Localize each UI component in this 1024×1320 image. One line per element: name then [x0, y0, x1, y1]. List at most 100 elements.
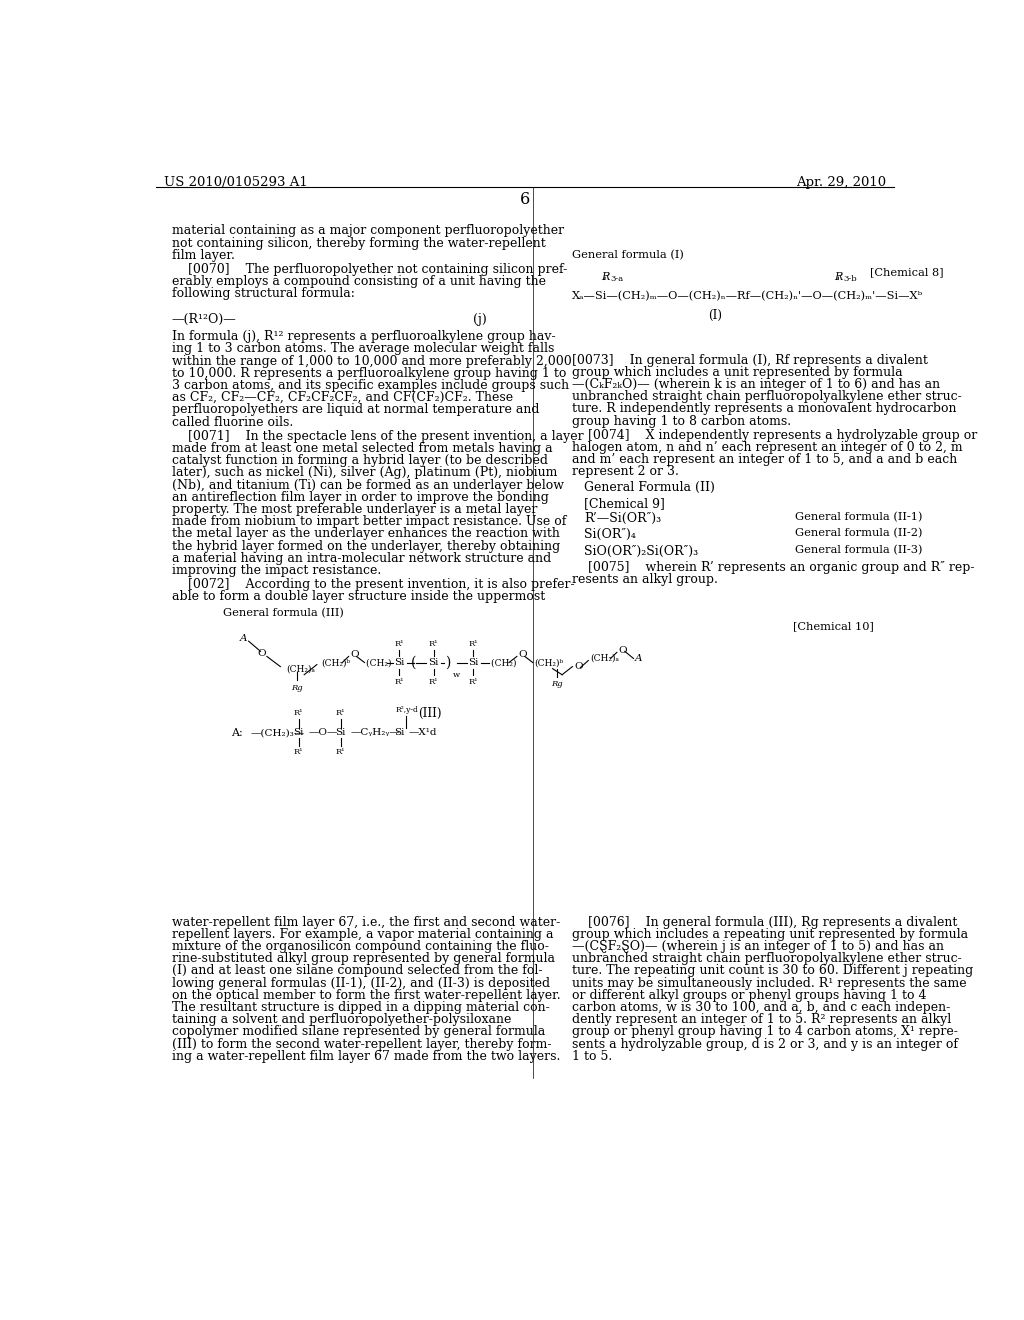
- Text: ): ): [445, 656, 451, 669]
- Text: O: O: [618, 645, 627, 655]
- Text: Si: Si: [294, 729, 304, 737]
- Text: General formula (II-1): General formula (II-1): [795, 512, 923, 523]
- Text: 3-a: 3-a: [610, 276, 624, 284]
- Text: R: R: [835, 272, 843, 282]
- Text: (I) and at least one silane compound selected from the fol-: (I) and at least one silane compound sel…: [172, 965, 542, 977]
- Text: 1 to 5.: 1 to 5.: [572, 1049, 612, 1063]
- Text: an antireflection film layer in order to improve the bonding: an antireflection film layer in order to…: [172, 491, 549, 504]
- Text: R²,y-d: R²,y-d: [396, 706, 419, 714]
- Text: erably employs a compound consisting of a unit having the: erably employs a compound consisting of …: [172, 276, 546, 288]
- Text: to 10,000. R represents a perfluoroalkylene group having 1 to: to 10,000. R represents a perfluoroalkyl…: [172, 367, 566, 380]
- Text: improving the impact resistance.: improving the impact resistance.: [172, 564, 381, 577]
- Text: —(CⱾF₂ⱾO)— (wherein j is an integer of 1 to 5) and has an: —(CⱾF₂ⱾO)— (wherein j is an integer of 1…: [572, 940, 944, 953]
- Text: A: A: [634, 653, 642, 663]
- Text: —(CₖF₂ₖO)— (wherein k is an integer of 1 to 6) and has an: —(CₖF₂ₖO)— (wherein k is an integer of 1…: [572, 378, 940, 391]
- Text: (CH₂)ₐ: (CH₂)ₐ: [287, 664, 315, 673]
- Text: unbranched straight chain perfluoropolyalkylene ether struc-: unbranched straight chain perfluoropolya…: [572, 391, 963, 403]
- Text: film layer.: film layer.: [172, 249, 234, 261]
- Text: a material having an intra-molecular network structure and: a material having an intra-molecular net…: [172, 552, 551, 565]
- Text: R¹: R¹: [429, 640, 438, 648]
- Text: Si: Si: [394, 659, 404, 667]
- Text: Apr. 29, 2010: Apr. 29, 2010: [796, 176, 886, 189]
- Text: units may be simultaneously included. R¹ represents the same: units may be simultaneously included. R¹…: [572, 977, 967, 990]
- Text: —(CH₂)₃—: —(CH₂)₃—: [251, 729, 305, 737]
- Text: called fluorine oils.: called fluorine oils.: [172, 416, 293, 429]
- Text: water-repellent film layer 67, i.e., the first and second water-: water-repellent film layer 67, i.e., the…: [172, 916, 560, 928]
- Text: R’—Si(OR″)₃: R’—Si(OR″)₃: [585, 512, 662, 525]
- Text: General formula (II-2): General formula (II-2): [795, 528, 923, 539]
- Text: Rg: Rg: [291, 684, 303, 692]
- Text: [0070]    The perfluoropolyether not containing silicon pref-: [0070] The perfluoropolyether not contai…: [172, 263, 567, 276]
- Text: ing a water-repellent film layer 67 made from the two layers.: ing a water-repellent film layer 67 made…: [172, 1049, 560, 1063]
- Text: —(R¹²O)—: —(R¹²O)—: [172, 313, 237, 326]
- Text: R: R: [601, 272, 609, 282]
- Text: General formula (III): General formula (III): [223, 607, 344, 618]
- Text: as CF₂, CF₂—CF₂, CF₂CF₂CF₂, and CF(CF₂)CF₂. These: as CF₂, CF₂—CF₂, CF₂CF₂CF₂, and CF(CF₂)C…: [172, 391, 513, 404]
- Text: halogen atom, n and n’ each represent an integer of 0 to 2, m: halogen atom, n and n’ each represent an…: [572, 441, 963, 454]
- Text: (I): (I): [709, 309, 722, 322]
- Text: able to form a double layer structure inside the uppermost: able to form a double layer structure in…: [172, 590, 545, 603]
- Text: (Nb), and titanium (Ti) can be formed as an underlayer below: (Nb), and titanium (Ti) can be formed as…: [172, 479, 563, 491]
- Text: General Formula (II): General Formula (II): [585, 480, 715, 494]
- Text: 3-b: 3-b: [844, 276, 857, 284]
- Text: [Chemical 8]: [Chemical 8]: [870, 267, 944, 277]
- Text: R¹: R¹: [336, 748, 345, 756]
- Text: not containing silicon, thereby forming the water-repellent: not containing silicon, thereby forming …: [172, 236, 546, 249]
- Text: (CH₂)ᵇ: (CH₂)ᵇ: [321, 659, 350, 667]
- Text: SiO(OR″)₂Si(OR″)₃: SiO(OR″)₂Si(OR″)₃: [585, 545, 698, 557]
- Text: lowing general formulas (II-1), (II-2), and (II-3) is deposited: lowing general formulas (II-1), (II-2), …: [172, 977, 550, 990]
- Text: Si: Si: [468, 659, 478, 667]
- Text: US 2010/0105293 A1: US 2010/0105293 A1: [164, 176, 307, 189]
- Text: unbranched straight chain perfluoropolyalkylene ether struc-: unbranched straight chain perfluoropolya…: [572, 952, 963, 965]
- Text: —X¹d: —X¹d: [409, 729, 437, 737]
- Text: O: O: [518, 649, 527, 659]
- Text: within the range of 1,000 to 10,000 and more preferably 2,000: within the range of 1,000 to 10,000 and …: [172, 355, 571, 367]
- Text: General formula (I): General formula (I): [572, 249, 684, 260]
- Text: property. The most preferable underlayer is a metal layer: property. The most preferable underlayer…: [172, 503, 537, 516]
- Text: mixture of the organosilicon compound containing the fluo-: mixture of the organosilicon compound co…: [172, 940, 549, 953]
- Text: In formula (j), R¹² represents a perfluoroalkylene group hav-: In formula (j), R¹² represents a perfluo…: [172, 330, 555, 343]
- Text: O: O: [350, 649, 358, 659]
- Text: or different alkyl groups or phenyl groups having 1 to 4: or different alkyl groups or phenyl grou…: [572, 989, 927, 1002]
- Text: (: (: [411, 656, 417, 669]
- Text: —O—: —O—: [308, 729, 338, 737]
- Text: [0072]    According to the present invention, it is also prefer-: [0072] According to the present inventio…: [172, 578, 574, 591]
- Text: made from niobium to impart better impact resistance. Use of: made from niobium to impart better impac…: [172, 515, 566, 528]
- Text: on the optical member to form the first water-repellent layer.: on the optical member to form the first …: [172, 989, 560, 1002]
- Text: (CH₂)ₐ: (CH₂)ₐ: [591, 653, 620, 663]
- Text: [0074]    X independently represents a hydrolyzable group or: [0074] X independently represents a hydr…: [572, 429, 978, 442]
- Text: [0076]    In general formula (III), Rg represents a divalent: [0076] In general formula (III), Rg repr…: [572, 916, 957, 928]
- Text: ture. The repeating unit count is 30 to 60. Different j repeating: ture. The repeating unit count is 30 to …: [572, 965, 974, 977]
- Text: [Chemical 10]: [Chemical 10]: [794, 620, 873, 631]
- Text: 6: 6: [519, 191, 530, 209]
- Text: (III) to form the second water-repellent layer, thereby form-: (III) to form the second water-repellent…: [172, 1038, 551, 1051]
- Text: R¹: R¹: [394, 640, 404, 648]
- Text: [Chemical 9]: [Chemical 9]: [585, 496, 666, 510]
- Text: group which includes a repeating unit represented by formula: group which includes a repeating unit re…: [572, 928, 969, 941]
- Text: (j): (j): [473, 313, 487, 326]
- Text: later), such as nickel (Ni), silver (Ag), platinum (Pt), niobium: later), such as nickel (Ni), silver (Ag)…: [172, 466, 557, 479]
- Text: dently represent an integer of 1 to 5. R² represents an alkyl: dently represent an integer of 1 to 5. R…: [572, 1014, 951, 1026]
- Text: O: O: [257, 649, 265, 657]
- Text: [0075]    wherein R’ represents an organic group and R″ rep-: [0075] wherein R’ represents an organic …: [572, 561, 975, 574]
- Text: Xₐ—Si—(CH₂)ₘ—O—(CH₂)ₙ—Rf—(CH₂)ₙ'—O—(CH₂)ₘ'—Si—Xᵇ: Xₐ—Si—(CH₂)ₘ—O—(CH₂)ₙ—Rf—(CH₂)ₙ'—O—(CH₂)…: [572, 290, 924, 301]
- Text: rine-substituted alkyl group represented by general formula: rine-substituted alkyl group represented…: [172, 952, 555, 965]
- Text: Si: Si: [394, 729, 404, 737]
- Text: [0073]    In general formula (I), Rf represents a divalent: [0073] In general formula (I), Rf repres…: [572, 354, 929, 367]
- Text: R¹: R¹: [394, 677, 404, 686]
- Text: material containing as a major component perfluoropolyether: material containing as a major component…: [172, 224, 564, 238]
- Text: ture. R independently represents a monovalent hydrocarbon: ture. R independently represents a monov…: [572, 403, 956, 416]
- Text: carbon atoms, w is 30 to 100, and a, b, and c each indepen-: carbon atoms, w is 30 to 100, and a, b, …: [572, 1001, 950, 1014]
- Text: 3 carbon atoms, and its specific examples include groups such: 3 carbon atoms, and its specific example…: [172, 379, 568, 392]
- Text: catalyst function in forming a hybrid layer (to be described: catalyst function in forming a hybrid la…: [172, 454, 548, 467]
- Text: group having 1 to 8 carbon atoms.: group having 1 to 8 carbon atoms.: [572, 414, 792, 428]
- Text: the hybrid layer formed on the underlayer, thereby obtaining: the hybrid layer formed on the underlaye…: [172, 540, 560, 553]
- Text: resents an alkyl group.: resents an alkyl group.: [572, 573, 718, 586]
- Text: R¹: R¹: [468, 640, 478, 648]
- Text: —CᵧH₂ᵧ—: —CᵧH₂ᵧ—: [350, 729, 399, 737]
- Text: R¹: R¹: [294, 748, 303, 756]
- Text: group which includes a unit represented by formula: group which includes a unit represented …: [572, 366, 903, 379]
- Text: R¹: R¹: [429, 677, 438, 686]
- Text: [0071]    In the spectacle lens of the present invention, a layer: [0071] In the spectacle lens of the pres…: [172, 430, 584, 442]
- Text: The resultant structure is dipped in a dipping material con-: The resultant structure is dipped in a d…: [172, 1001, 550, 1014]
